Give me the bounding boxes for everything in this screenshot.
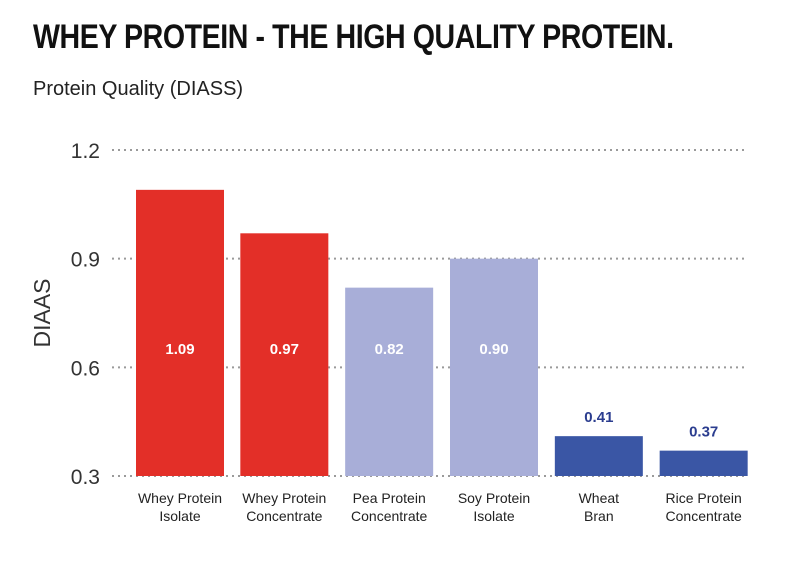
x-tick-label: Rice Protein — [666, 490, 742, 506]
bar — [554, 436, 643, 476]
bar — [136, 189, 224, 476]
bar-value-label: 0.90 — [479, 341, 508, 358]
x-tick-label: Wheat — [579, 490, 620, 506]
x-tick-label: Soy Protein — [458, 490, 530, 506]
bar — [240, 233, 329, 476]
x-tick-label: Isolate — [159, 508, 200, 524]
bar — [345, 287, 434, 476]
y-tick-label: 0.6 — [71, 357, 100, 380]
bar-value-label: 0.97 — [270, 341, 299, 358]
x-tick-label: Bran — [584, 508, 614, 524]
y-axis-label: DIAAS — [29, 278, 55, 347]
x-tick-label: Concentrate — [351, 508, 427, 524]
chart-subtitle: Protein Quality (DIASS) — [33, 78, 244, 100]
x-tick-label: Whey Protein — [242, 490, 326, 506]
y-tick-label: 0.3 — [71, 466, 100, 489]
bar-value-label: 0.82 — [375, 341, 404, 358]
x-tick-label: Concentrate — [666, 508, 742, 524]
x-tick-label: Isolate — [473, 508, 514, 524]
x-tick-label: Whey Protein — [138, 490, 222, 506]
y-tick-label: 1.2 — [71, 140, 100, 163]
x-tick-label: Concentrate — [246, 508, 322, 524]
x-tick-label: Pea Protein — [353, 490, 426, 506]
bar-value-label: 1.09 — [165, 341, 194, 358]
bar — [659, 450, 748, 476]
y-tick-label: 0.9 — [71, 249, 100, 272]
bar-value-label: 0.37 — [689, 424, 718, 441]
chart-title: WHEY PROTEIN - THE HIGH QUALITY PROTEIN. — [33, 18, 674, 56]
bar — [450, 258, 538, 476]
bar-value-label: 0.41 — [584, 409, 613, 426]
